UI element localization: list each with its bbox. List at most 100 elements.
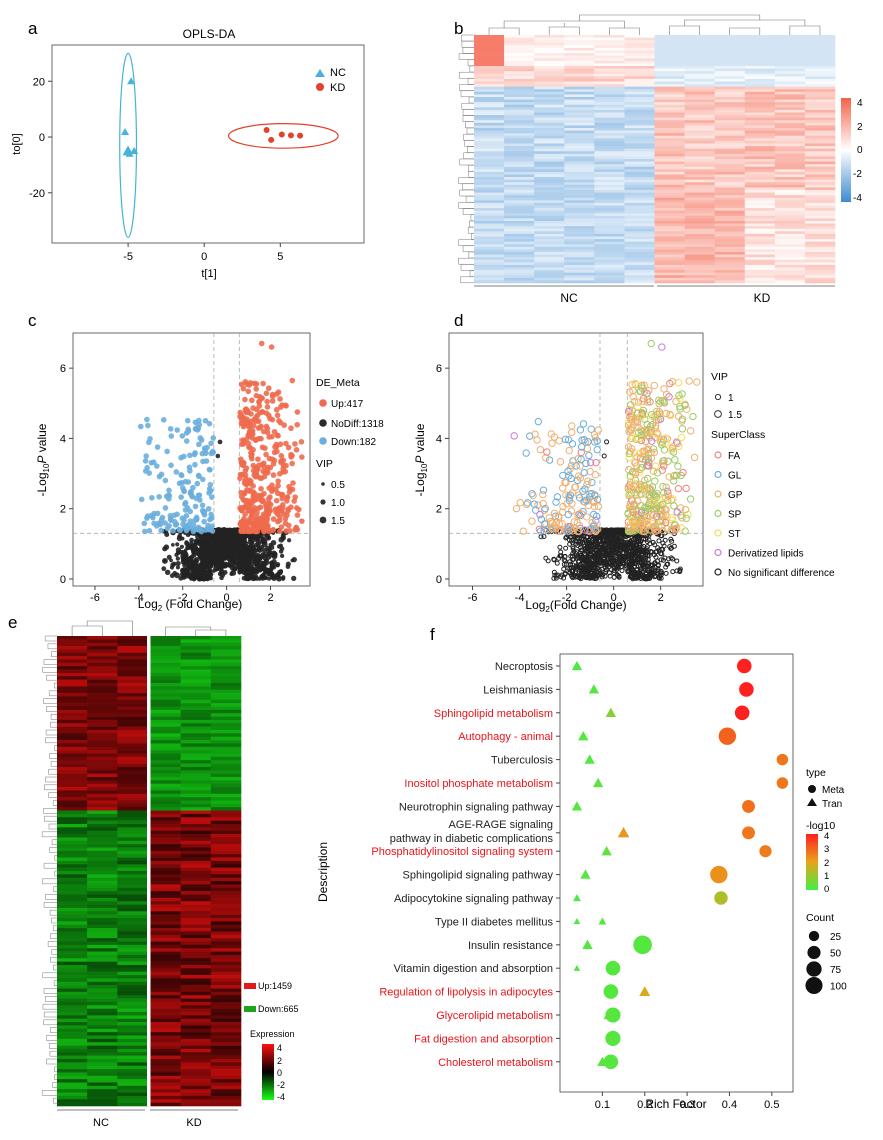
panel-b-cell [714,184,746,188]
panel-b-cell [564,138,595,142]
volcano-point-down [183,430,190,436]
panel-b-cell [534,97,565,100]
panel-b-cell [774,179,806,183]
volcano-point-nd [202,547,208,553]
panel-a-ellipse-nc [119,52,138,239]
panel-b-cell [684,40,715,44]
panel-b-cell [624,60,655,64]
panel-b-cell [594,270,625,273]
panel-b-cell [624,161,655,165]
panel-b-cell [504,153,535,157]
panel-b-cell [804,179,836,183]
panel-b-cell [564,264,595,268]
panel-b-cell [564,148,595,152]
volcano-point-down [182,501,188,507]
panel-b-cell [714,208,746,211]
volcano-point-nd [252,558,258,564]
volcano-point-up [625,490,633,498]
volcano-point-down [187,468,193,474]
panel-b-cell [534,40,565,44]
volcano-point-up [627,505,635,513]
panel-b-cell [534,117,565,121]
volcano-point-up [238,528,244,535]
panel-b-cell [744,102,776,106]
volcano-point-up [659,526,667,535]
panel-b-cell [564,223,595,227]
volcano-point-down [201,518,207,525]
panel-b-cell [714,35,746,38]
panel-b-cell [474,130,505,134]
volcano-point-down [572,462,580,470]
volcano-point-nd [656,575,662,581]
volcano-point-up [631,458,640,467]
volcano-point-up [662,409,671,418]
volcano-point-up [668,513,676,522]
panel-b-cell [774,205,806,209]
volcano-point-up [277,470,283,477]
panel-b-cell [564,135,595,139]
panel-b-cell [654,91,685,95]
volcano-point-up [643,425,651,434]
volcano-point-nd [230,569,237,576]
panel-b-cell [474,184,505,188]
panel-b-cell [684,68,715,72]
panel-b-cell [594,187,625,191]
volcano-point-up [661,518,670,527]
volcano-point-nd [221,551,228,558]
volcano-point-up [260,528,267,534]
panel-b-cell [744,140,776,144]
volcano-point-nd [655,545,661,551]
panel-b-cell [564,120,595,124]
panel-b-cell [804,128,836,131]
panel-b-cell [774,153,806,157]
volcano-point-up [681,505,690,514]
panel-a-ellipse-kd [227,123,339,149]
volcano-point-nd [576,558,582,564]
volcano-point-nd [557,553,563,559]
panel-b-cell [564,267,595,271]
panel-b-cell [744,112,776,116]
panel-b-cell [624,215,655,219]
panel-b-cell [684,66,715,69]
panel-b-cell [504,280,535,284]
volcano-point-up [264,467,271,473]
panel-b-cell [744,213,776,217]
volcano-point-up [263,390,270,397]
panel-b-cell [654,241,685,245]
volcano-point-up [271,457,278,464]
panel-b-cell [504,140,535,144]
volcano-point-up [245,388,252,395]
panel-b-cell [744,107,776,111]
panel-b-cell [594,109,625,113]
panel-b-cell [744,68,776,72]
panel-b-cell [654,94,685,98]
panel-b-cell [684,146,715,149]
panel-b-cell [564,275,595,279]
panel-b-cell [594,58,625,62]
volcano-point-nd [639,548,645,554]
panel-b-cell [654,272,685,276]
volcano-point-up [285,444,292,451]
panel-b-cell [744,215,776,219]
panel-b-cell [804,226,836,230]
volcano-point-up [298,439,305,445]
volcano-point-up [293,525,299,532]
panel-b-cell [594,78,625,82]
panel-b-cell [504,63,535,67]
xtick-label: -4 [515,592,525,604]
panel-b-cell [804,50,836,54]
panel-b-cell [774,259,806,263]
panel-b-cell [474,66,505,69]
volcano-point-up [249,435,256,441]
panel-b-cell [594,174,625,178]
panel-b-cell [654,120,685,124]
panel-c-ylabel: -Log10P value [35,423,51,496]
panel-b-cell [474,68,505,72]
panel-b-row-dendrogram [459,84,474,91]
volcano-point-up [644,502,653,510]
panel-b-cell [474,89,505,93]
volcano-point-nd [234,535,240,540]
panel-b-cell [654,223,685,227]
panel-b-cell [594,179,625,183]
volcano-point-up [625,454,633,462]
